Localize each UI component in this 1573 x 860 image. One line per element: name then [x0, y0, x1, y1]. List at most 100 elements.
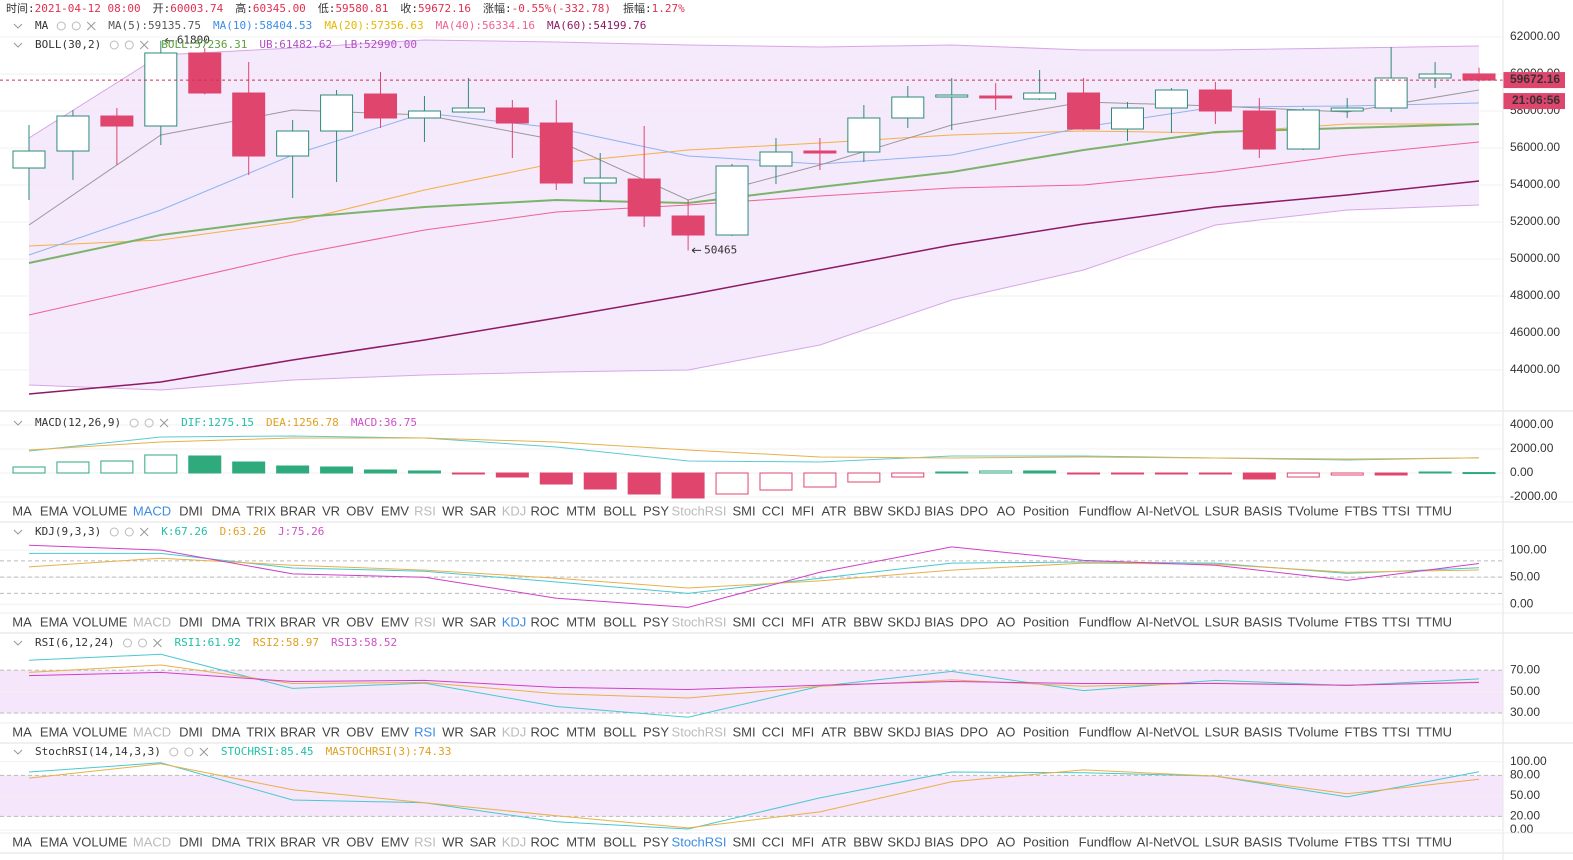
indicator-tab[interactable]: BASIS: [1244, 503, 1283, 518]
indicator-tab[interactable]: Position: [1023, 614, 1069, 629]
indicator-tab[interactable]: AO: [997, 503, 1016, 518]
indicator-tab[interactable]: EMV: [381, 503, 410, 518]
indicator-tab[interactable]: DMI: [179, 834, 203, 849]
indicator-tab[interactable]: BIAS: [924, 614, 954, 629]
indicator-tab[interactable]: TRIX: [246, 503, 276, 518]
indicator-tab[interactable]: EMA: [40, 834, 69, 849]
collapse-chevron[interactable]: [13, 23, 23, 29]
indicator-tab[interactable]: MA: [12, 724, 32, 739]
indicator-tab[interactable]: SAR: [470, 614, 497, 629]
indicator-tab[interactable]: DMA: [212, 503, 241, 518]
indicator-tab[interactable]: LSUR: [1205, 724, 1240, 739]
indicator-tab[interactable]: BASIS: [1244, 834, 1283, 849]
indicator-tab[interactable]: PSY: [643, 834, 669, 849]
indicator-tab[interactable]: KDJ: [502, 614, 527, 629]
indicator-tab[interactable]: CCI: [762, 503, 784, 518]
indicator-tab[interactable]: MACD: [133, 724, 171, 739]
indicator-tab[interactable]: MACD: [133, 503, 171, 518]
indicator-tab[interactable]: ATR: [821, 834, 846, 849]
indicator-tab[interactable]: DMA: [212, 724, 241, 739]
indicator-tab[interactable]: Fundflow: [1079, 834, 1132, 849]
indicator-tab[interactable]: BOLL: [603, 834, 636, 849]
indicator-tab[interactable]: MACD: [133, 614, 171, 629]
indicator-tab[interactable]: DMI: [179, 724, 203, 739]
indicator-tab[interactable]: LSUR: [1205, 614, 1240, 629]
indicator-tab[interactable]: VOLUME: [73, 614, 128, 629]
indicator-tab[interactable]: TTMU: [1416, 503, 1452, 518]
indicator-tab[interactable]: Position: [1023, 834, 1069, 849]
indicator-tab[interactable]: AI-NetVOL: [1137, 834, 1200, 849]
indicator-tab[interactable]: EMV: [381, 724, 410, 739]
indicator-tab[interactable]: SMI: [732, 724, 755, 739]
indicator-tab[interactable]: StochRSI: [672, 724, 727, 739]
indicator-tab[interactable]: VR: [322, 503, 340, 518]
indicator-tab[interactable]: TTSI: [1382, 834, 1410, 849]
settings-icon[interactable]: [71, 21, 81, 31]
indicator-tab[interactable]: MFI: [792, 614, 814, 629]
indicator-tab[interactable]: CCI: [762, 614, 784, 629]
indicator-tab[interactable]: DPO: [960, 614, 988, 629]
collapse-chevron[interactable]: [13, 420, 23, 426]
close-icon[interactable]: [159, 418, 169, 428]
eye-icon[interactable]: [129, 418, 139, 428]
indicator-tab[interactable]: AI-NetVOL: [1137, 724, 1200, 739]
indicator-tab[interactable]: LSUR: [1205, 503, 1240, 518]
indicator-tab[interactable]: SAR: [470, 834, 497, 849]
eye-icon[interactable]: [56, 21, 66, 31]
indicator-tab[interactable]: ROC: [531, 614, 560, 629]
indicator-tab[interactable]: FTBS: [1344, 614, 1378, 629]
indicator-tab[interactable]: BASIS: [1244, 724, 1283, 739]
indicator-tab[interactable]: SMI: [732, 834, 755, 849]
indicator-tab[interactable]: WR: [442, 834, 464, 849]
indicator-tab[interactable]: PSY: [643, 724, 669, 739]
eye-icon[interactable]: [109, 527, 119, 537]
indicator-tab[interactable]: AO: [997, 614, 1016, 629]
indicator-tab[interactable]: ATR: [821, 724, 846, 739]
indicator-tab[interactable]: VR: [322, 834, 340, 849]
indicator-tab[interactable]: PSY: [643, 503, 669, 518]
indicator-tab[interactable]: KDJ: [502, 503, 527, 518]
indicator-tab[interactable]: KDJ: [502, 834, 527, 849]
indicator-tab[interactable]: MFI: [792, 503, 814, 518]
indicator-tab[interactable]: MTM: [566, 834, 596, 849]
indicator-tab[interactable]: KDJ: [502, 724, 527, 739]
indicator-tab[interactable]: BIAS: [924, 834, 954, 849]
indicator-tab[interactable]: DMA: [212, 614, 241, 629]
indicator-tab[interactable]: AO: [997, 834, 1016, 849]
indicator-tab[interactable]: MTM: [566, 614, 596, 629]
indicator-tab[interactable]: TRIX: [246, 724, 276, 739]
indicator-tab[interactable]: MA: [12, 614, 32, 629]
indicator-tab[interactable]: ATR: [821, 614, 846, 629]
indicator-tab[interactable]: SMI: [732, 503, 755, 518]
indicator-tab[interactable]: AI-NetVOL: [1137, 503, 1200, 518]
indicator-tab[interactable]: Fundflow: [1079, 724, 1132, 739]
indicator-tab[interactable]: TTMU: [1416, 724, 1452, 739]
indicator-tab[interactable]: WR: [442, 724, 464, 739]
indicator-tab[interactable]: TRIX: [246, 834, 276, 849]
collapse-chevron[interactable]: [13, 749, 23, 755]
indicator-tab[interactable]: TTMU: [1416, 834, 1452, 849]
indicator-tab[interactable]: BASIS: [1244, 614, 1283, 629]
close-icon[interactable]: [153, 638, 162, 648]
indicator-tab[interactable]: MFI: [792, 724, 814, 739]
indicator-tab[interactable]: BIAS: [924, 724, 954, 739]
indicator-tab[interactable]: TTSI: [1382, 503, 1410, 518]
indicator-tab[interactable]: EMV: [381, 834, 410, 849]
indicator-tab[interactable]: SAR: [470, 503, 497, 518]
close-icon[interactable]: [86, 21, 96, 31]
indicator-tab[interactable]: FTBS: [1344, 834, 1378, 849]
indicator-tab[interactable]: MTM: [566, 724, 596, 739]
indicator-tab[interactable]: DPO: [960, 724, 988, 739]
indicator-tab[interactable]: RSI: [414, 724, 436, 739]
indicator-tab[interactable]: VOLUME: [73, 834, 128, 849]
indicator-tab[interactable]: BRAR: [280, 614, 316, 629]
close-icon[interactable]: [139, 527, 149, 537]
indicator-tab[interactable]: RSI: [414, 834, 436, 849]
indicator-tab[interactable]: MTM: [566, 503, 596, 518]
indicator-tab[interactable]: Position: [1023, 503, 1069, 518]
indicator-tab[interactable]: ROC: [531, 724, 560, 739]
indicator-tab[interactable]: ROC: [531, 503, 560, 518]
indicator-tab[interactable]: OBV: [346, 724, 374, 739]
indicator-tab[interactable]: BOLL: [603, 503, 636, 518]
eye-icon[interactable]: [169, 747, 179, 757]
